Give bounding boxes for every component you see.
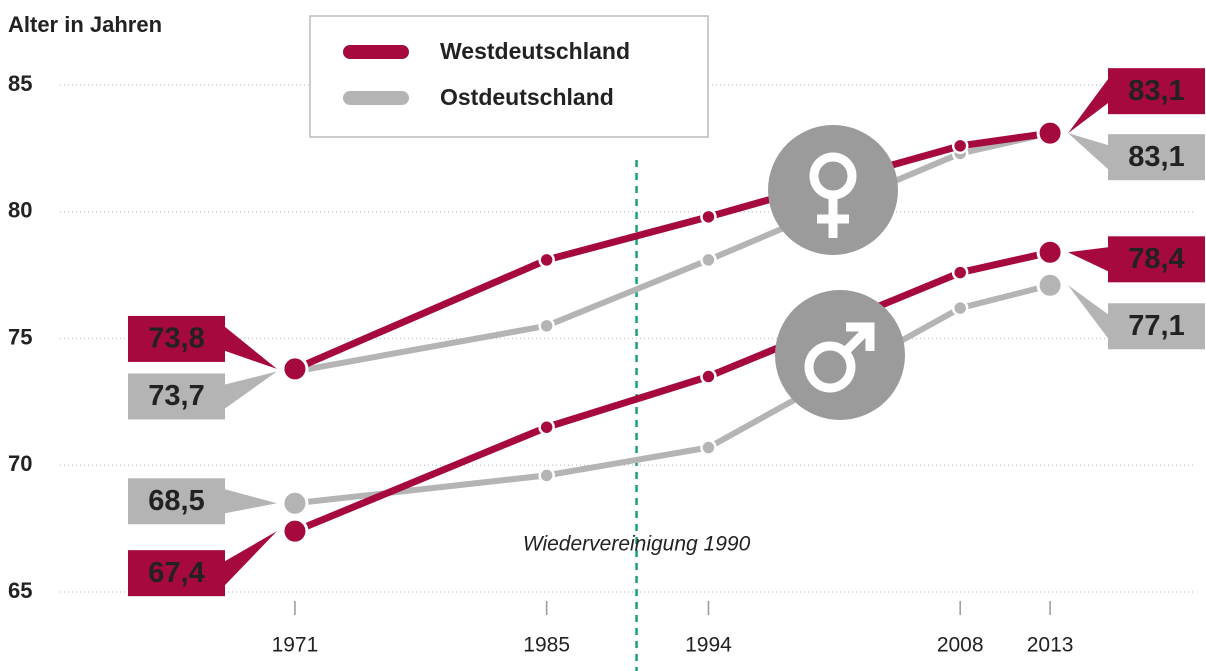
- data-label: 78,4: [1128, 243, 1184, 275]
- label-pointer: [225, 371, 277, 409]
- point: [951, 137, 969, 155]
- data-label: 83,1: [1128, 141, 1184, 173]
- label-box: [1108, 303, 1205, 350]
- label-box: [128, 373, 225, 420]
- x-tick-label: 1994: [685, 634, 732, 657]
- label-box: [128, 550, 225, 597]
- x-tick-label: 1985: [523, 634, 570, 657]
- gender-icon: [768, 125, 898, 255]
- point: [1036, 119, 1064, 147]
- point: [700, 208, 717, 226]
- y-tick-label: 70: [8, 451, 32, 476]
- gender-symbol: [817, 195, 849, 238]
- label-pointer: [225, 531, 277, 586]
- gender-symbol: [804, 341, 856, 393]
- label-pointer: [225, 489, 277, 514]
- label-pointer: [225, 326, 277, 369]
- y-tick-label: 80: [8, 198, 32, 223]
- legend-label: Westdeutschland: [440, 38, 630, 64]
- data-label: 83,1: [1128, 75, 1184, 107]
- point: [538, 317, 555, 335]
- y-tick-label: 75: [8, 324, 32, 349]
- data-label: 73,7: [148, 380, 204, 412]
- x-tick-label: 1971: [272, 634, 319, 657]
- data-label: 67,4: [148, 557, 204, 589]
- label-pointer: [1068, 79, 1108, 134]
- label-box: [128, 478, 225, 525]
- label-pointer: [1068, 247, 1108, 272]
- gender-symbol: [841, 322, 875, 356]
- point: [951, 299, 969, 317]
- y-tick-label: 65: [8, 578, 32, 603]
- point: [281, 489, 309, 517]
- data-label: 73,8: [148, 323, 204, 355]
- point: [281, 517, 309, 545]
- point: [951, 264, 969, 281]
- y-axis-label: Alter in Jahren: [8, 12, 162, 37]
- point: [700, 251, 717, 269]
- legend-label: Ostdeutschland: [440, 84, 614, 110]
- point: [1036, 238, 1064, 266]
- label-pointer: [1068, 133, 1108, 170]
- data-label: 68,5: [148, 485, 204, 517]
- point: [700, 439, 717, 456]
- label-box: [1108, 134, 1205, 181]
- point: [538, 251, 555, 269]
- data-label: 77,1: [1128, 310, 1184, 342]
- point: [700, 368, 717, 385]
- point: [281, 355, 309, 383]
- x-tick-label: 2008: [937, 634, 984, 657]
- legend-box: [309, 15, 709, 138]
- label-box: [1108, 236, 1205, 283]
- label-box: [1108, 68, 1205, 115]
- series-line: [294, 130, 1051, 375]
- label-pointer: [1068, 285, 1108, 339]
- x-tick-label: 2013: [1027, 634, 1074, 657]
- gender-icon: [775, 290, 905, 420]
- series-line: [293, 129, 1051, 373]
- y-tick-label: 85: [8, 71, 32, 96]
- legend: Westdeutschland Ostdeutschland: [309, 15, 709, 138]
- point: [1036, 271, 1064, 299]
- point: [538, 467, 555, 484]
- point: [538, 418, 555, 436]
- annotation: Wiedervereinigung 1990: [523, 533, 751, 556]
- label-box: [128, 315, 225, 362]
